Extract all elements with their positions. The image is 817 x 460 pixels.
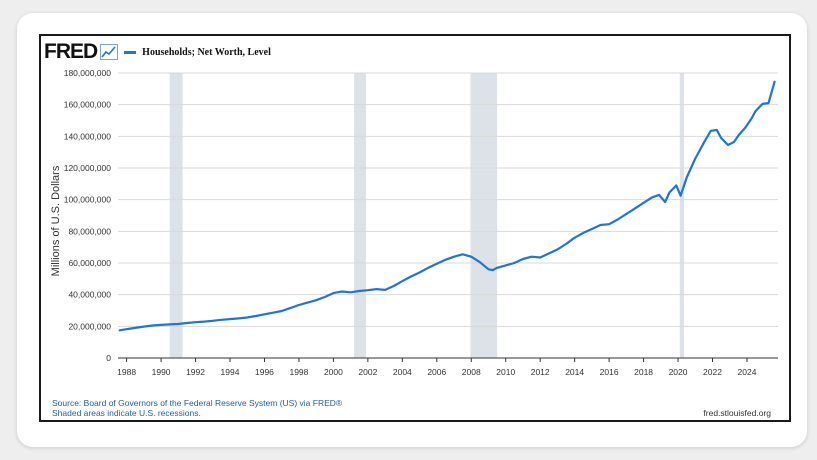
recession-band-2 [470, 73, 498, 358]
line-chart-icon [100, 44, 119, 60]
y-tick-label: 60,000,000 [68, 258, 111, 268]
x-tick-label: 2006 [427, 367, 446, 377]
y-tick-label: 180,000,000 [64, 68, 112, 78]
y-tick-label: 160,000,000 [64, 100, 112, 110]
legend-swatch [124, 50, 137, 54]
x-tick-label: 2012 [531, 367, 550, 377]
x-tick-label: 2020 [669, 367, 688, 377]
x-tick-label: 2002 [358, 367, 377, 377]
chart-frame [39, 34, 791, 422]
x-tick-label: 2024 [738, 367, 757, 377]
recession-band-0 [169, 73, 183, 358]
x-tick-label: 1998 [289, 367, 308, 377]
y-tick-label: 20,000,000 [68, 321, 111, 331]
x-tick-label: 2008 [462, 367, 481, 377]
source-url[interactable]: fred.stlouisfed.org [703, 408, 771, 418]
y-tick-label: 80,000,000 [68, 226, 111, 236]
recession-note: Shaded areas indicate U.S. recessions. [52, 408, 201, 418]
x-tick-label: 2004 [393, 367, 412, 377]
x-tick-label: 2000 [324, 367, 343, 377]
y-tick-label: 0 [106, 353, 111, 363]
y-tick-label: 140,000,000 [64, 131, 112, 141]
legend-series-name: Households; Net Worth, Level [142, 46, 271, 58]
recession-band-1 [354, 73, 367, 358]
x-tick-label: 1996 [255, 367, 274, 377]
chart-header: FRED Households; Net Worth, Level [44, 40, 271, 63]
x-tick-label: 1994 [221, 367, 240, 377]
x-tick-label: 2016 [600, 367, 619, 377]
source-note: Source: Board of Governors of the Federa… [52, 398, 342, 418]
series-line-0 [118, 80, 776, 332]
y-tick-label: 100,000,000 [64, 195, 112, 205]
x-tick-label: 2018 [634, 367, 653, 377]
fred-logo[interactable]: FRED [44, 40, 98, 63]
x-tick-label: 2022 [703, 367, 722, 377]
x-tick-label: 2014 [565, 367, 584, 377]
y-tick-label: 40,000,000 [68, 290, 111, 300]
x-tick-label: 2010 [496, 367, 515, 377]
y-tick-label: 120,000,000 [64, 163, 112, 173]
x-tick-label: 1988 [117, 367, 136, 377]
x-tick-label: 1992 [186, 367, 205, 377]
recession-band-3 [679, 73, 685, 358]
source-line: Source: Board of Governors of the Federa… [52, 398, 343, 408]
x-tick-label: 1990 [152, 367, 171, 377]
